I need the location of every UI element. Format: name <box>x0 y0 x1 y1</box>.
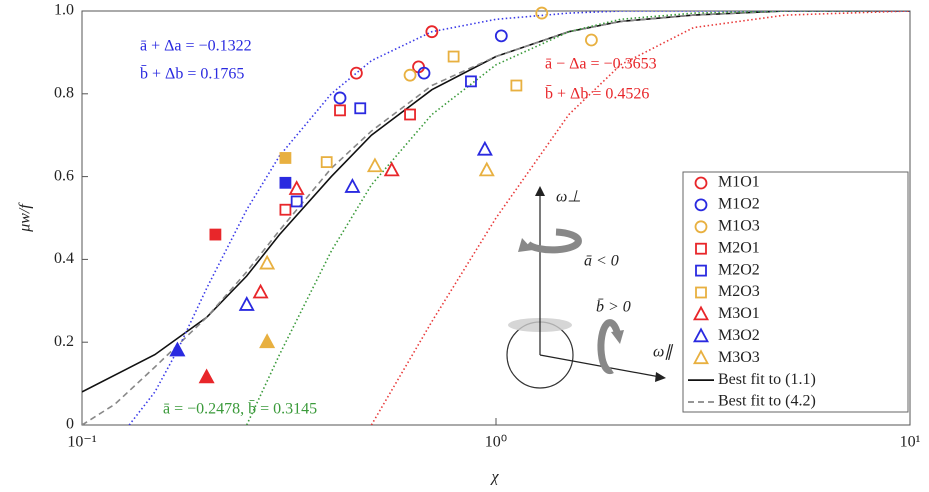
y-tick-label: 0.4 <box>54 250 74 267</box>
inset-label: ω⊥ <box>556 189 581 206</box>
marker <box>405 70 416 81</box>
marker <box>346 180 359 192</box>
marker <box>254 286 267 298</box>
legend-label: M1O3 <box>718 217 760 234</box>
legend-label: M1O2 <box>718 196 760 213</box>
marker <box>480 163 493 175</box>
marker <box>405 110 415 120</box>
y-tick-label: 0.2 <box>54 333 74 350</box>
marker <box>290 182 303 194</box>
marker <box>171 343 184 355</box>
annotation: ā + Δa = −0.1322 <box>140 38 252 55</box>
y-axis-label: μw/f <box>17 202 34 233</box>
chart: χ μw/f 0 0.2 0.4 0.6 0.8 1.0 10⁻¹ 10⁰ 10¹ M1O1 M1O… <box>0 0 929 492</box>
legend-label: M2O3 <box>718 283 760 300</box>
marker <box>449 52 459 62</box>
y-tick-label: 0 <box>66 416 74 433</box>
legend-label: M1O1 <box>718 174 760 191</box>
marker <box>385 163 398 175</box>
marker <box>280 205 290 215</box>
annotation: ā − Δa = −0.3653 <box>545 56 657 73</box>
annotation: ā = −0.2478, b̄ = 0.3145 <box>163 400 317 418</box>
marker <box>335 92 346 103</box>
inset-diagram <box>507 186 666 388</box>
marker <box>478 143 491 155</box>
legend-label: M3O3 <box>718 349 760 366</box>
inset-label: b̄ > 0 <box>596 299 631 316</box>
x-tick-label: 10¹ <box>900 434 921 451</box>
legend-label: M2O2 <box>718 261 760 278</box>
marker <box>200 370 213 382</box>
marker <box>322 157 332 167</box>
marker <box>210 230 220 240</box>
annotation: b̄ + Δb = 0.1765 <box>140 65 244 83</box>
marker <box>351 68 362 79</box>
x-tick-label: 10⁻¹ <box>67 434 96 451</box>
legend-label: Best fit to (4.2) <box>718 393 816 410</box>
x-tick-label: 10⁰ <box>485 434 507 451</box>
y-tick-label: 0.8 <box>54 84 74 101</box>
legend-label: M3O1 <box>718 305 760 322</box>
inset-label: ω∥ <box>653 344 673 361</box>
y-tick-label: 0.6 <box>54 167 74 184</box>
inset-label: ā < 0 <box>584 253 619 270</box>
marker <box>496 30 507 41</box>
marker <box>368 159 381 171</box>
y-tick-label: 1.0 <box>54 2 74 19</box>
legend-label: Best fit to (1.1) <box>718 371 816 388</box>
marker <box>511 81 521 91</box>
legend-label: M3O2 <box>718 327 760 344</box>
x-axis-label: χ <box>489 469 499 486</box>
annotation: b̄ + Δb = 0.4526 <box>545 85 649 103</box>
marker <box>240 298 253 310</box>
marker <box>280 153 290 163</box>
legend-label: M2O1 <box>718 239 760 256</box>
marker <box>261 335 274 347</box>
marker <box>280 178 290 188</box>
marker <box>586 34 597 45</box>
marker <box>335 105 345 115</box>
marker <box>261 257 274 269</box>
marker <box>536 8 547 19</box>
marker <box>355 103 365 113</box>
